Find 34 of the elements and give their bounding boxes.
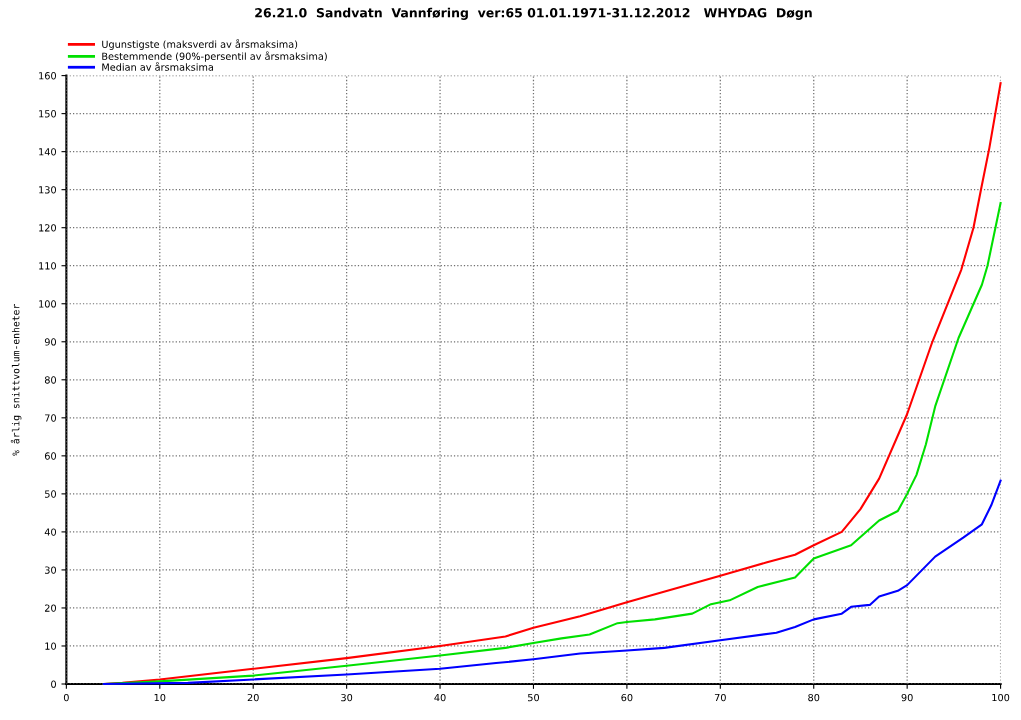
y-axis-title: % årlig snittvolum-enheter — [10, 304, 22, 456]
y-tick-label: 0 — [51, 680, 56, 688]
line-series — [102, 479, 1002, 686]
x-tick-label: 40 — [434, 693, 446, 702]
y-tick-label: 160 — [39, 72, 56, 80]
x-tick-label: 80 — [808, 693, 820, 702]
legend-label: Bestemmende (90%-persentil av årsmaksima) — [102, 51, 327, 62]
y-tick-label: 10 — [45, 642, 56, 650]
y-tick-label: 130 — [39, 186, 56, 194]
y-tick-label: 140 — [39, 148, 56, 156]
y-tick-label: 40 — [44, 528, 56, 536]
y-tick-label: 60 — [44, 452, 56, 460]
y-tick-label: 110 — [39, 262, 56, 270]
y-tick-label: 20 — [44, 604, 56, 612]
y-tick-label: 70 — [45, 414, 56, 422]
x-tick-label: 30 — [341, 693, 353, 702]
y-tick-label: 150 — [39, 110, 56, 118]
y-tick-label: 80 — [44, 376, 56, 384]
x-tick-label: 10 — [154, 693, 166, 702]
x-tick-label: 70 — [714, 693, 726, 702]
y-tick-label: 90 — [44, 338, 56, 346]
y-tick-label: 120 — [39, 224, 56, 232]
legend-label: Ugunstigste (maksverdi av årsmaksima) — [102, 39, 298, 50]
x-tick-label: 100 — [992, 693, 1010, 702]
y-tick-label: 100 — [39, 300, 56, 308]
x-tick-label: 60 — [621, 693, 633, 702]
y-tick-label: 50 — [45, 490, 56, 498]
chart-title: 26.21.0 Sandvatn Vannføring ver:65 01.01.1971-31.12.2012 WHYDAG Døgn — [255, 7, 812, 20]
legend-label: Median av årsmaksima — [102, 62, 214, 71]
x-tick-label: 50 — [528, 693, 540, 702]
x-tick-label: 0 — [63, 693, 69, 702]
x-tick-label: 90 — [901, 693, 913, 702]
y-tick-label: 30 — [45, 566, 56, 574]
x-tick-label: 20 — [247, 693, 259, 702]
